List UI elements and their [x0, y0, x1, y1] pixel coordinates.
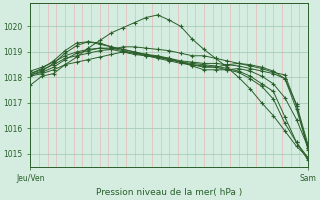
X-axis label: Pression niveau de la mer( hPa ): Pression niveau de la mer( hPa ) — [96, 188, 242, 197]
